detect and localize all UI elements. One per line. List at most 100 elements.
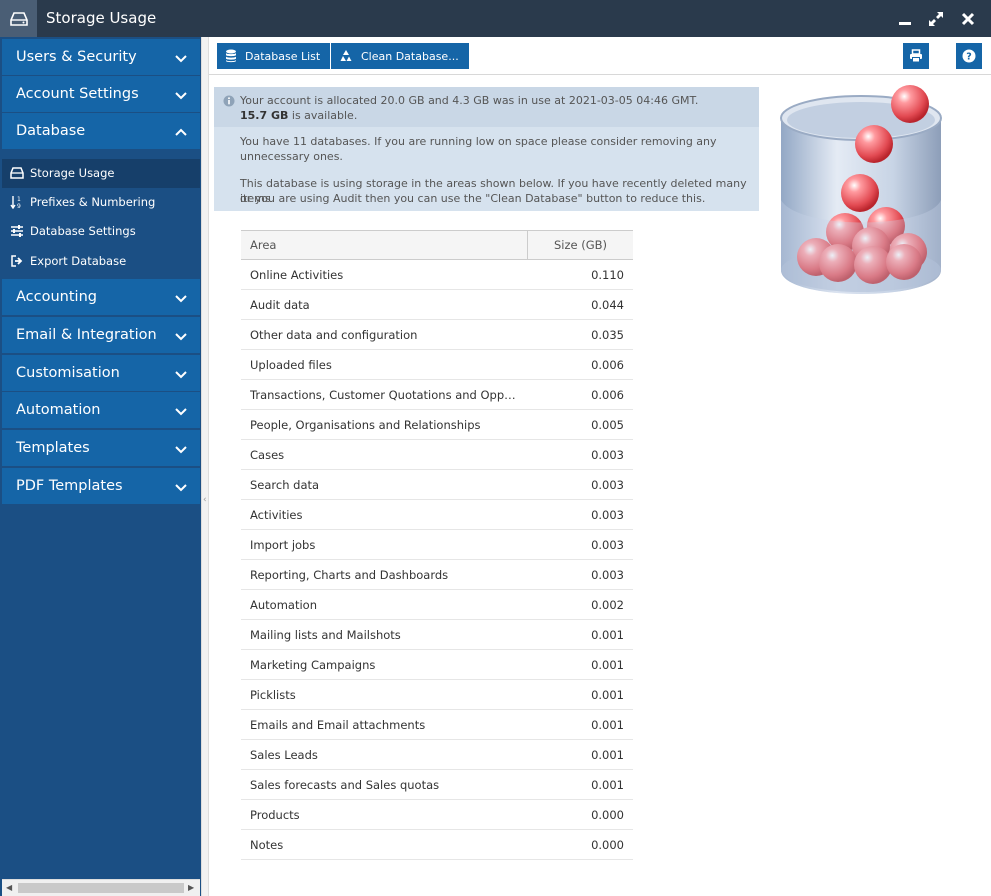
sidebar-item-templates[interactable]: Templates: [2, 430, 200, 467]
table-row[interactable]: Picklists 0.001: [241, 680, 633, 710]
database-list-button[interactable]: Database List: [217, 43, 331, 69]
table-row[interactable]: Mailing lists and Mailshots 0.001: [241, 620, 633, 650]
sidebar-item-database[interactable]: Database: [2, 113, 200, 150]
clean-database-button[interactable]: Clean Database...: [331, 43, 469, 69]
table-row[interactable]: Marketing Campaigns 0.001: [241, 650, 633, 680]
row-area: People, Organisations and Relationships: [250, 418, 481, 432]
sidebar-item-pdf-templates[interactable]: PDF Templates: [2, 468, 200, 505]
sidebar-item-label: PDF Templates: [16, 478, 123, 494]
row-size: 0.003: [591, 478, 624, 492]
sidebar-item-accounting[interactable]: Accounting: [2, 279, 200, 316]
window-title: Storage Usage: [46, 9, 157, 27]
help-icon: ?: [962, 49, 976, 63]
row-size: 0.044: [591, 298, 624, 312]
scroll-left-icon[interactable]: ◀: [6, 883, 13, 892]
table-row[interactable]: Sales Leads 0.001: [241, 740, 633, 770]
sidebar-item-automation[interactable]: Automation: [2, 392, 200, 429]
sidebar-item-label: Users & Security: [16, 49, 137, 65]
row-area: Notes: [250, 838, 284, 852]
row-size: 0.001: [591, 658, 624, 672]
table-row[interactable]: Uploaded files 0.006: [241, 350, 633, 380]
expand-icon: [929, 11, 943, 26]
table-row[interactable]: Activities 0.003: [241, 500, 633, 530]
row-area: Uploaded files: [250, 358, 332, 372]
table-row[interactable]: Reporting, Charts and Dashboards 0.003: [241, 560, 633, 590]
table-row[interactable]: People, Organisations and Relationships 0…: [241, 410, 633, 440]
row-size: 0.003: [591, 508, 624, 522]
table-row[interactable]: Sales forecasts and Sales quotas 0.001: [241, 770, 633, 800]
clean-database-label: Clean Database...: [361, 49, 459, 63]
scroll-right-icon[interactable]: ▶: [188, 883, 195, 892]
collapse-sidebar-icon[interactable]: ‹: [203, 495, 207, 505]
sidebar-subitem-storage-usage[interactable]: Storage Usage: [2, 159, 200, 188]
sidebar-subitem-export-database[interactable]: Export Database: [2, 247, 200, 276]
row-size: 0.003: [591, 568, 624, 582]
sidebar-item-label: Accounting: [16, 289, 97, 305]
sidebar-item-users-security[interactable]: Users & Security: [2, 39, 200, 76]
storage-info-panel: Your account is allocated 20.0 GB and 4.…: [214, 87, 759, 211]
table-row[interactable]: Cases 0.003: [241, 440, 633, 470]
database-list-label: Database List: [245, 49, 321, 63]
print-icon: [910, 49, 922, 63]
minimize-button[interactable]: [891, 0, 919, 37]
sidebar-subitem-label: Export Database: [30, 254, 127, 268]
table-row[interactable]: Audit data 0.044: [241, 290, 633, 320]
help-button[interactable]: ?: [956, 43, 982, 69]
table-row[interactable]: Automation 0.002: [241, 590, 633, 620]
row-area: Activities: [250, 508, 303, 522]
recycle-icon: [340, 50, 352, 61]
table-row[interactable]: Products 0.000: [241, 800, 633, 830]
table-row[interactable]: Other data and configuration 0.035: [241, 320, 633, 350]
table-row[interactable]: Transactions, Customer Quotations and Op…: [241, 380, 633, 410]
sidebar-item-customisation[interactable]: Customisation: [2, 355, 200, 392]
row-size: 0.003: [591, 538, 624, 552]
row-size: 0.000: [591, 808, 624, 822]
row-area: Import jobs: [250, 538, 316, 552]
sidebar-item-label: Account Settings: [16, 86, 139, 102]
row-size: 0.005: [591, 418, 624, 432]
table-row[interactable]: Import jobs 0.003: [241, 530, 633, 560]
sidebar-horizontal-scrollbar[interactable]: ◀ ▶: [2, 879, 200, 896]
sidebar-item-label: Customisation: [16, 365, 120, 381]
row-area: Products: [250, 808, 300, 822]
row-size: 0.001: [591, 748, 624, 762]
toolbar: Database List Clean Database... ?: [209, 37, 991, 75]
row-size: 0.002: [591, 598, 624, 612]
column-header-size[interactable]: Size (GB): [527, 231, 633, 259]
sidebar-subitem-label: Prefixes & Numbering: [30, 195, 156, 209]
sidebar-subitem-database-settings[interactable]: Database Settings: [2, 217, 200, 246]
row-size: 0.001: [591, 718, 624, 732]
sidebar-splitter[interactable]: ‹: [201, 37, 209, 896]
row-size: 0.006: [591, 358, 624, 372]
print-button[interactable]: [903, 43, 929, 69]
clean-hint-text: This database is using storage in the ar…: [240, 177, 747, 205]
chevron-down-icon: [175, 371, 187, 379]
title-bar: Storage Usage: [0, 0, 991, 37]
table-row[interactable]: Emails and Email attachments 0.001: [241, 710, 633, 740]
sidebar-item-label: Email & Integration: [16, 327, 157, 343]
table-body: Online Activities 0.110 Audit data 0.044 Oth…: [241, 260, 633, 860]
row-size: 0.001: [591, 688, 624, 702]
sidebar-subitem-label: Storage Usage: [30, 166, 115, 180]
table-row[interactable]: Notes 0.000: [241, 830, 633, 860]
table-row[interactable]: Search data 0.003: [241, 470, 633, 500]
maximize-button[interactable]: [922, 0, 950, 37]
scrollbar-thumb[interactable]: [18, 883, 184, 893]
row-area: Other data and configuration: [250, 328, 418, 342]
row-area: Online Activities: [250, 268, 344, 282]
table-row[interactable]: Online Activities 0.110: [241, 260, 633, 290]
svg-text:1: 1: [17, 196, 21, 203]
row-area: Cases: [250, 448, 285, 462]
close-button[interactable]: [954, 0, 982, 37]
database-icon: [226, 49, 236, 63]
sliders-icon: [11, 225, 23, 237]
row-area: Transactions, Customer Quotations and Op…: [250, 388, 522, 402]
row-area: Marketing Campaigns: [250, 658, 376, 672]
row-area: Emails and Email attachments: [250, 718, 426, 732]
sidebar-item-email-integration[interactable]: Email & Integration: [2, 317, 200, 354]
column-header-area[interactable]: Area: [250, 238, 277, 252]
info-icon: [223, 95, 235, 107]
close-icon: [961, 12, 975, 25]
sidebar-item-account-settings[interactable]: Account Settings: [2, 76, 200, 113]
